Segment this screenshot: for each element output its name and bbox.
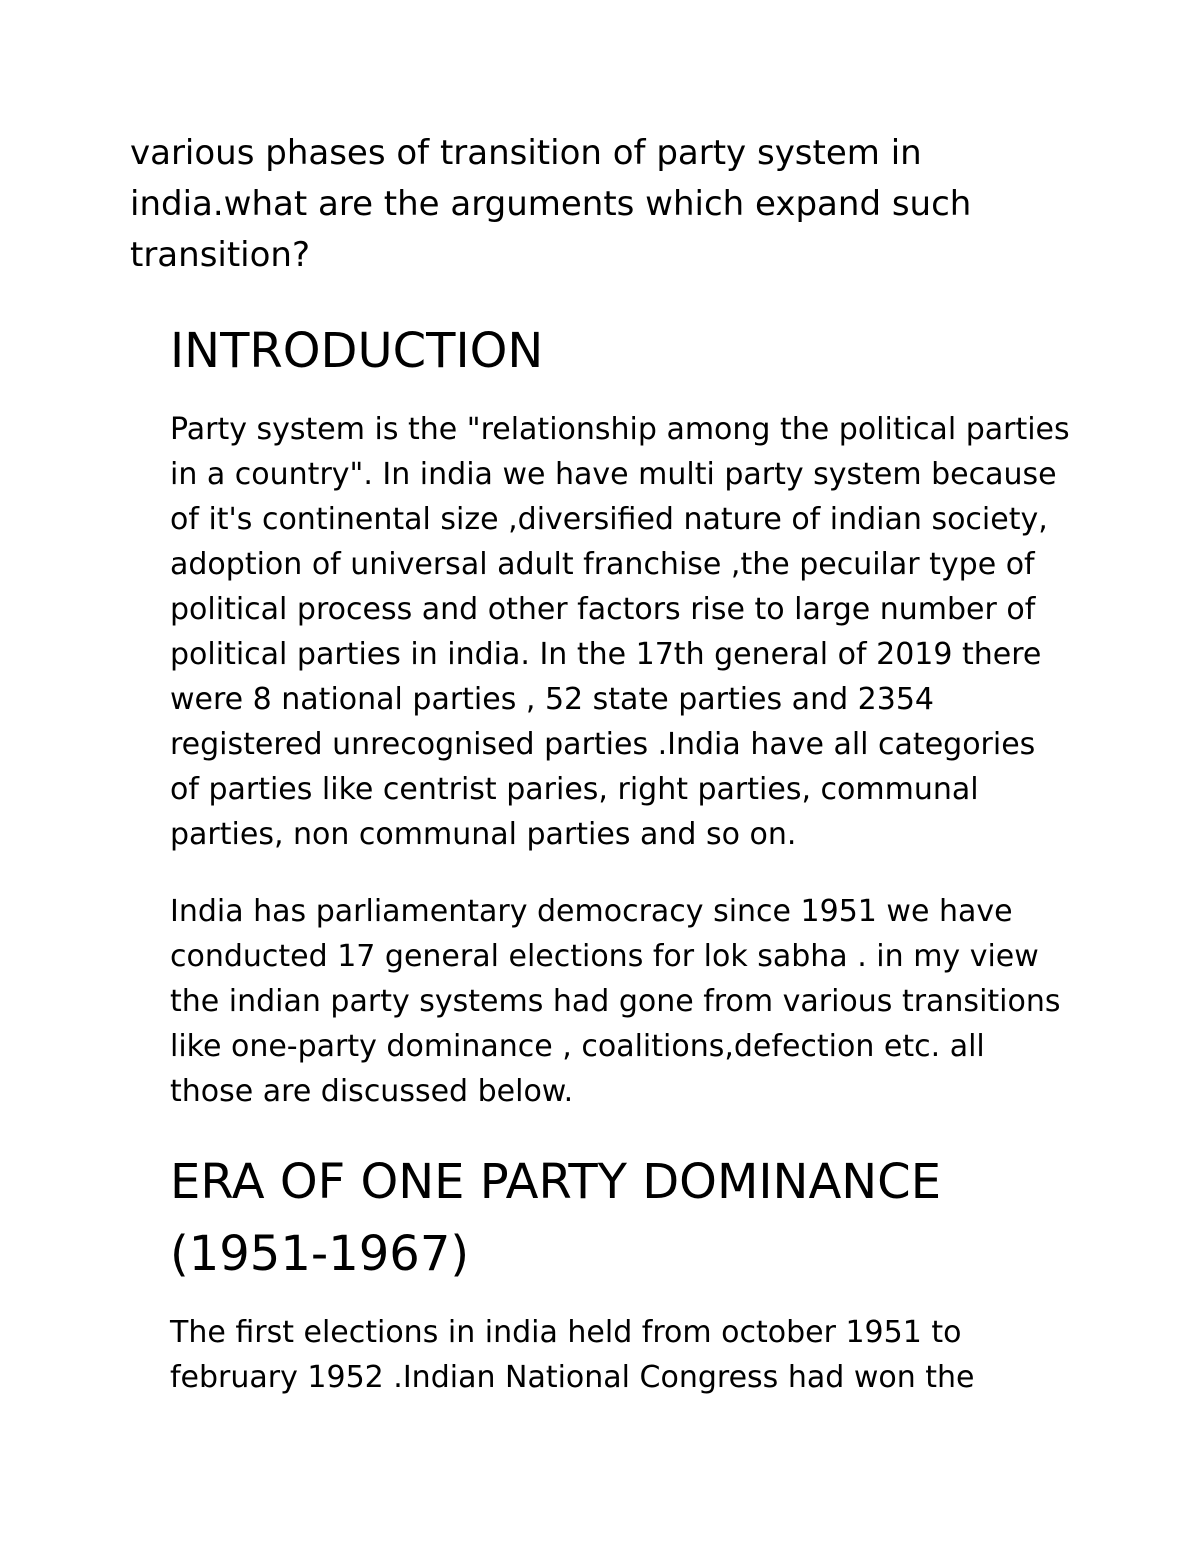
paragraph-2: India has parliamentary democracy since … — [130, 889, 1070, 1114]
document-title: various phases of transition of party sy… — [130, 128, 1070, 281]
paragraph-1: Party system is the "relationship among … — [130, 407, 1070, 857]
paragraph-3: The first elections in india held from o… — [130, 1310, 1070, 1400]
heading-era-one-party: ERA OF ONE PARTY DOMINANCE (1951-1967) — [130, 1146, 1070, 1290]
heading-introduction: INTRODUCTION — [130, 315, 1070, 387]
